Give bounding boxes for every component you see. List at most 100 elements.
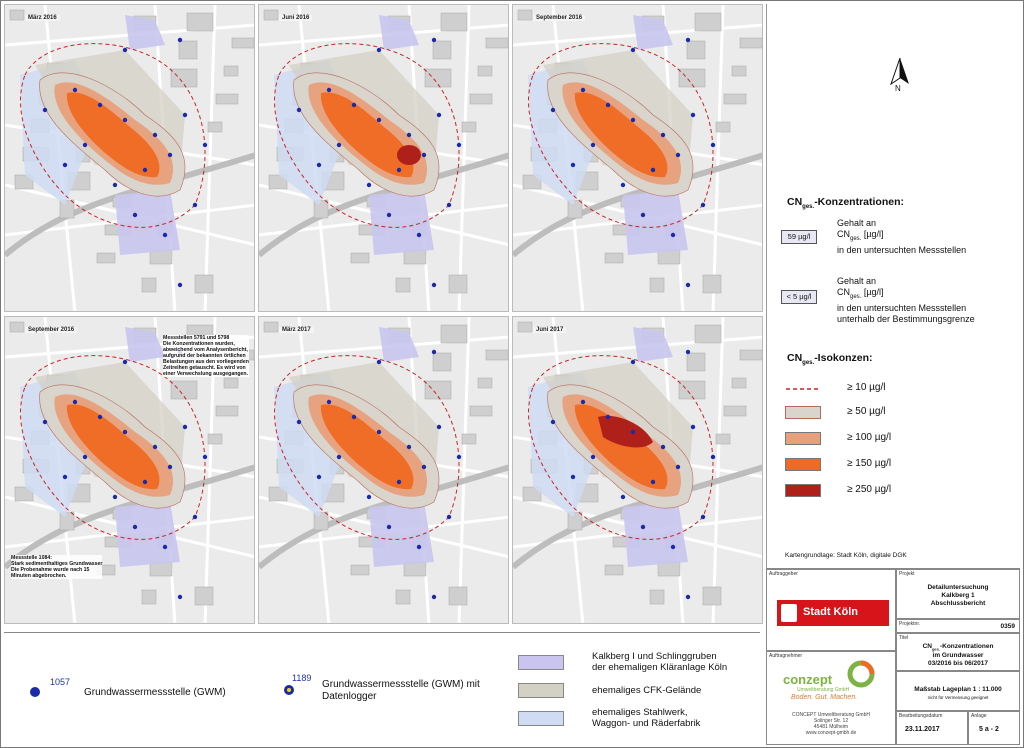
well-marker xyxy=(351,102,357,108)
note-swap-5791-5798: Messstellen 5791 und 5798 Die Konzentrat… xyxy=(163,335,249,377)
scale-cell: Maßstab Lageplan 1 : 11.000 nicht für Ve… xyxy=(896,671,1020,711)
building xyxy=(223,65,239,77)
building xyxy=(448,586,468,606)
building xyxy=(440,12,468,32)
building xyxy=(424,68,452,88)
coat-of-arms-icon xyxy=(781,604,797,622)
building xyxy=(350,564,370,576)
building xyxy=(567,511,583,531)
well-marker xyxy=(421,464,427,470)
iso-class-50: ≥ 50 µg/l xyxy=(785,404,985,420)
building xyxy=(715,433,731,445)
panel-title: September 2016 xyxy=(533,15,586,21)
well-marker xyxy=(650,479,656,485)
north-label: N xyxy=(895,84,901,93)
well-marker xyxy=(192,514,198,520)
well-marker xyxy=(42,419,48,425)
building xyxy=(186,12,214,32)
logger-label: Grundwassermessstelle (GWM) mit Datenlog… xyxy=(322,679,480,702)
well-marker xyxy=(72,399,78,405)
well-marker xyxy=(570,474,576,480)
building xyxy=(207,433,223,445)
area-label-cfk: ehemaliges CFK-Gelände xyxy=(592,685,702,696)
building xyxy=(723,93,747,105)
well-marker xyxy=(316,162,322,168)
building xyxy=(263,9,279,21)
well-marker xyxy=(675,152,681,158)
well-marker xyxy=(590,142,596,148)
building xyxy=(194,586,214,606)
iso-class-10: ≥ 10 µg/l xyxy=(785,380,985,396)
well-marker xyxy=(431,349,437,355)
well-marker xyxy=(336,142,342,148)
map-panel-1[interactable]: März 2016 xyxy=(4,4,255,312)
building xyxy=(215,405,239,417)
well-marker xyxy=(112,182,118,188)
building xyxy=(739,349,762,361)
isoline-150 xyxy=(320,404,414,490)
well-marker xyxy=(446,202,452,208)
building xyxy=(702,586,722,606)
map-panel-2[interactable]: Juni 2016 xyxy=(258,4,509,312)
basemap-credit: Kartengrundlage: Stadt Köln, digitale DG… xyxy=(785,552,907,559)
well-marker xyxy=(376,429,382,435)
well-marker xyxy=(650,167,656,173)
building xyxy=(739,37,762,49)
map-panel-6[interactable]: Juni 2017 xyxy=(512,316,763,624)
monitoring-wells xyxy=(550,349,716,600)
area-schlinggruben xyxy=(125,15,165,50)
building xyxy=(14,174,34,190)
below-limit-box: < 5 µg/l xyxy=(781,290,817,304)
well-marker xyxy=(132,212,138,218)
building xyxy=(715,121,731,133)
well-marker xyxy=(177,282,183,288)
building xyxy=(9,321,25,333)
map-panel-4[interactable]: September 2016 Messstellen 5791 und 5798… xyxy=(4,316,255,624)
area-kalkberg xyxy=(623,502,688,567)
well-marker xyxy=(416,544,422,550)
building xyxy=(649,589,665,605)
well-marker xyxy=(710,454,716,460)
building xyxy=(604,252,624,264)
well-marker xyxy=(62,162,68,168)
building xyxy=(461,121,477,133)
isoline-150 xyxy=(574,92,668,178)
well-marker xyxy=(620,494,626,500)
well-marker xyxy=(142,167,148,173)
well-marker xyxy=(376,117,382,123)
well-marker xyxy=(167,152,173,158)
building xyxy=(702,274,722,294)
building xyxy=(517,9,533,21)
building xyxy=(14,486,34,502)
well-marker xyxy=(550,419,556,425)
building xyxy=(522,174,542,190)
railway xyxy=(513,464,762,570)
building xyxy=(178,40,198,60)
well-marker xyxy=(336,454,342,460)
well-marker xyxy=(396,479,402,485)
well-marker xyxy=(326,87,332,93)
well-marker xyxy=(630,429,636,435)
panel-title: September 2016 xyxy=(25,327,78,333)
iso-class-100: ≥ 100 µg/l xyxy=(785,430,985,446)
building xyxy=(231,37,254,49)
title-cell: Titel CNges.-Konzentrationen im Grundwas… xyxy=(896,633,1020,671)
map-panel-5[interactable]: März 2017 xyxy=(258,316,509,624)
railway xyxy=(259,464,508,570)
building xyxy=(522,486,542,502)
well-marker xyxy=(122,359,128,365)
railway xyxy=(5,152,254,258)
building xyxy=(170,380,198,400)
building xyxy=(686,352,706,372)
building xyxy=(461,433,477,445)
well-marker xyxy=(122,429,128,435)
north-arrow-icon xyxy=(890,57,909,86)
iso-heading: CNges.-Isokonzen: xyxy=(787,352,873,367)
panel-title: März 2016 xyxy=(25,15,60,21)
building xyxy=(194,274,214,294)
well-marker xyxy=(296,419,302,425)
monitoring-wells xyxy=(296,349,462,600)
building xyxy=(432,352,452,372)
map-panel-3[interactable]: September 2016 xyxy=(512,4,763,312)
well-marker xyxy=(640,212,646,218)
